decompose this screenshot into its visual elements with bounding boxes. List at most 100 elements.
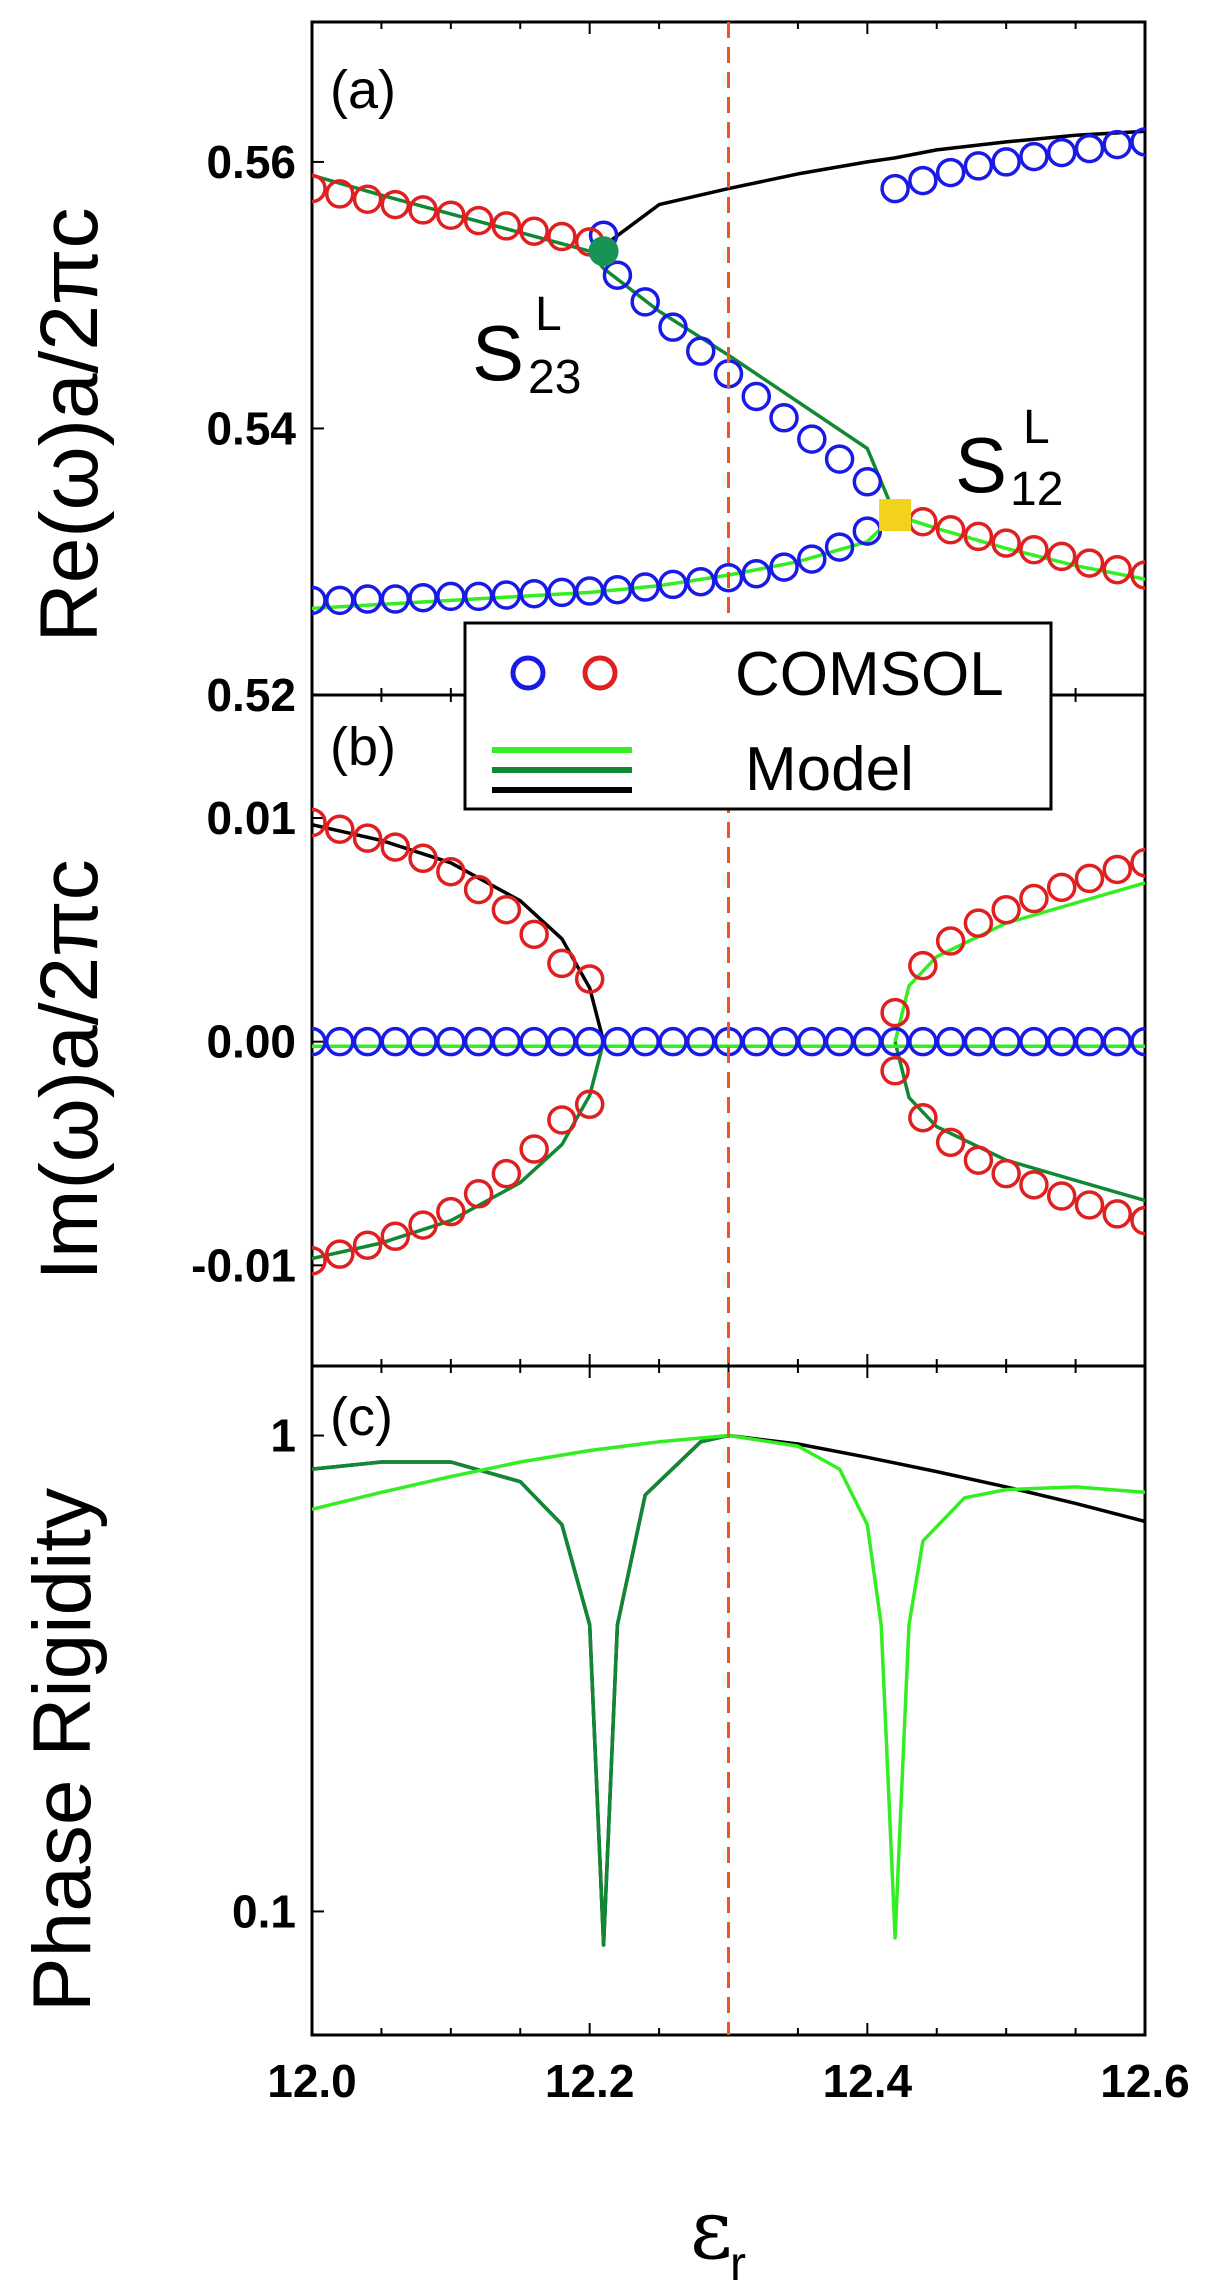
- marker-a-3-7: [491, 580, 522, 610]
- marker-a-5-8: [519, 216, 549, 246]
- marker-b-6-34: [935, 1127, 966, 1158]
- ylabel-c: Phase Rigidity: [17, 1488, 108, 2012]
- ylabel-a: Re(ω)a/2πc: [24, 207, 115, 642]
- marker-a-3-23: [935, 157, 966, 188]
- marker-b-6-33: [908, 1102, 938, 1133]
- marker-a-5-4: [408, 195, 438, 225]
- marker-a-3-18: [797, 544, 827, 574]
- xlabel-sub: r: [730, 2238, 746, 2291]
- marker-a-4-10: [852, 467, 883, 497]
- marker-a-3-28: [1074, 133, 1105, 164]
- ep-s12-sub: 12: [1010, 463, 1063, 516]
- marker-b-6-31: [1130, 848, 1145, 878]
- series-line-b-3: [893, 1041, 1145, 1203]
- marker-a-3-21: [880, 173, 910, 204]
- marker-b-6-12: [325, 1239, 355, 1269]
- marker-b-6-20: [547, 1105, 577, 1135]
- legend-red-marker: [582, 655, 618, 691]
- x-tick-label-1: 12.2: [545, 2055, 635, 2107]
- ep-s12-label: S: [955, 421, 1007, 509]
- marker-b-5-20: [852, 1026, 883, 1057]
- marker-a-3-1: [325, 585, 355, 616]
- marker-b-6-35: [963, 1145, 994, 1175]
- marker-b-5-24: [963, 1026, 994, 1057]
- marker-a-3-16: [741, 558, 772, 589]
- marker-b-6-0: [312, 807, 327, 838]
- marker-a-5-15: [991, 528, 1021, 558]
- marker-a-3-17: [769, 552, 799, 582]
- marker-b-6-30: [1102, 854, 1132, 885]
- marker-a-5-6: [463, 205, 494, 236]
- marker-a-5-2: [352, 184, 383, 214]
- y-tick-label-b-0: -0.01: [191, 1239, 296, 1291]
- marker-b-5-4: [408, 1026, 438, 1057]
- marker-b-5-26: [1019, 1026, 1049, 1057]
- series-line-c-2: [312, 1433, 1145, 1940]
- marker-a-4-9: [824, 444, 855, 474]
- marker-a-3-3: [380, 584, 411, 614]
- marker-b-5-7: [491, 1026, 522, 1057]
- ep-s23-label: S: [472, 309, 524, 397]
- marker-b-5-1: [325, 1026, 355, 1057]
- series-line-b-1: [312, 1041, 606, 1261]
- ep-s12-sup: L: [1023, 401, 1050, 454]
- y-tick-label-c-0: 0.1: [232, 1885, 296, 1937]
- marker-b-5-29: [1102, 1026, 1132, 1057]
- marker-b-6-29: [1074, 863, 1105, 894]
- marker-a-5-13: [935, 514, 966, 545]
- y-tick-label-a-0: 0.52: [206, 669, 296, 721]
- marker-a-5-18: [1074, 548, 1105, 578]
- marker-b-6-15: [408, 1210, 438, 1240]
- legend-box: [463, 621, 1053, 811]
- marker-a-3-9: [547, 577, 577, 608]
- marker-a-3-10: [574, 576, 605, 606]
- marker-b-6-7: [491, 894, 522, 925]
- marker-a-3-0: [312, 585, 327, 616]
- marker-b-5-12: [630, 1026, 660, 1057]
- marker-b-6-40: [1102, 1199, 1132, 1229]
- marker-b-6-8: [519, 919, 549, 950]
- marker-b-5-23: [935, 1026, 966, 1057]
- marker-a-4-1: [602, 260, 633, 290]
- marker-b-6-1: [325, 814, 355, 844]
- marker-b-6-23: [908, 950, 938, 981]
- ylabel-b: Im(ω)a/2πc: [24, 859, 115, 1280]
- x-tick-label-2: 12.4: [823, 2055, 913, 2107]
- marker-a-3-27: [1046, 137, 1077, 168]
- marker-b-5-3: [380, 1026, 411, 1057]
- y-tick-label-b-1: 0.00: [206, 1016, 296, 1068]
- marker-b-5-18: [797, 1026, 827, 1057]
- marker-a-3-26: [1019, 141, 1049, 172]
- marker-a-3-15: [713, 562, 744, 593]
- marker-b-6-28: [1046, 872, 1077, 903]
- marker-b-6-38: [1046, 1181, 1077, 1211]
- marker-a-3-5: [436, 581, 466, 612]
- marker-b-6-24: [935, 926, 966, 956]
- marker-b-6-3: [380, 832, 411, 862]
- marker-b-5-11: [602, 1026, 633, 1057]
- series-line-c-1: [312, 1433, 729, 1947]
- marker-a-3-13: [658, 569, 688, 600]
- marker-b-6-37: [1019, 1170, 1049, 1200]
- x-tick-label-3: 12.6: [1100, 2055, 1190, 2107]
- marker-a-5-7: [491, 211, 522, 241]
- marker-a-3-11: [602, 574, 633, 605]
- series-line-a-0: [602, 129, 1145, 248]
- panel-label-c: (c): [330, 1387, 393, 1447]
- marker-a-3-14: [685, 566, 716, 597]
- marker-a-3-22: [908, 165, 938, 196]
- marker-b-6-13: [352, 1230, 383, 1260]
- series-line-b-0: [312, 822, 606, 1043]
- x-tick-label-0: 12.0: [267, 2055, 357, 2107]
- ep-s23-sub: 23: [528, 351, 581, 404]
- legend-blue-marker: [510, 655, 546, 691]
- marker-a-5-9: [547, 221, 577, 252]
- marker-a-5-3: [380, 189, 411, 220]
- marker-b-6-4: [408, 843, 438, 874]
- marker-a-3-30: [1130, 127, 1145, 157]
- marker-a-3-12: [630, 572, 660, 602]
- marker-a-5-0: [312, 173, 327, 204]
- marker-a-3-29: [1102, 129, 1132, 160]
- marker-a-5-5: [436, 200, 466, 230]
- marker-b-5-9: [547, 1026, 577, 1057]
